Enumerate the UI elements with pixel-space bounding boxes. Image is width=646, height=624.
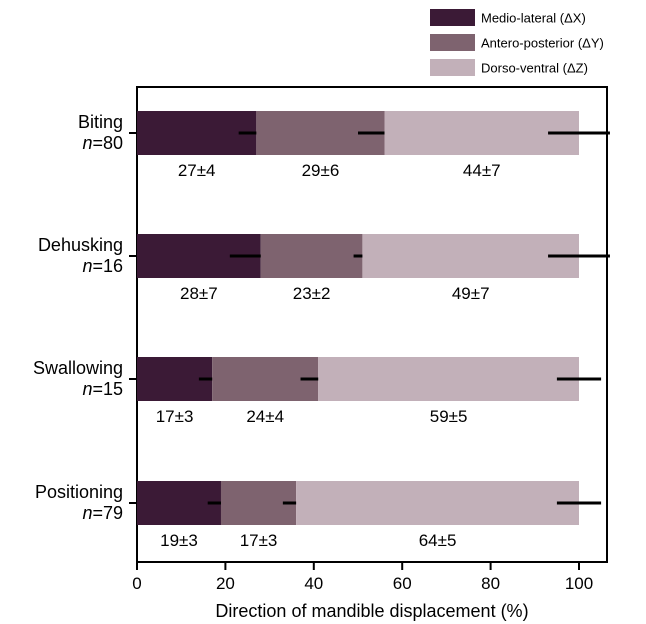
bar-dehusking-series-3 xyxy=(362,234,579,278)
value-label-dehusking-series-2: 23±2 xyxy=(293,284,331,303)
bar-dehusking-series-2 xyxy=(260,234,363,278)
legend: Medio-lateral (ΔX) Antero-posterior (ΔY) D… xyxy=(430,9,604,76)
sample-size-label-biting: n=80 xyxy=(82,133,123,153)
value-label-swallowing-series-3: 59±5 xyxy=(430,407,468,426)
value-label-positioning-series-2: 17±3 xyxy=(240,531,278,550)
category-label-swallowing: Swallowing xyxy=(33,358,123,378)
value-label-positioning-series-1: 19±3 xyxy=(160,531,198,550)
value-label-biting-series-3: 44±7 xyxy=(463,161,501,180)
bar-positioning-series-3 xyxy=(296,481,579,525)
value-label-dehusking-series-1: 28±7 xyxy=(180,284,218,303)
category-label-dehusking: Dehusking xyxy=(38,235,123,255)
sample-size-label-positioning: n=79 xyxy=(82,503,123,523)
sample-size-label-swallowing: n=15 xyxy=(82,379,123,399)
value-label-biting-series-2: 29±6 xyxy=(302,161,340,180)
legend-label-2: Antero-posterior (ΔY) xyxy=(481,36,604,51)
bar-positioning-series-1 xyxy=(137,481,221,525)
x-tick-label-60: 60 xyxy=(393,574,412,593)
legend-swatch-1 xyxy=(430,9,475,26)
legend-swatch-2 xyxy=(430,34,475,51)
bar-swallowing-series-3 xyxy=(318,357,579,401)
legend-label-3: Dorso-ventral (ΔZ) xyxy=(481,61,588,76)
value-label-biting-series-1: 27±4 xyxy=(178,161,216,180)
x-tick-label-0: 0 xyxy=(132,574,141,593)
x-tick-label-80: 80 xyxy=(481,574,500,593)
value-label-swallowing-series-2: 24±4 xyxy=(246,407,284,426)
legend-swatch-3 xyxy=(430,59,475,76)
x-axis: 0 20 40 60 80 100 xyxy=(132,562,593,593)
bar-biting-series-3 xyxy=(384,111,579,155)
sample-size-label-dehusking: n=16 xyxy=(82,256,123,276)
x-axis-label: Direction of mandible displacement (%) xyxy=(215,601,528,621)
category-label-biting: Biting xyxy=(78,112,123,132)
x-tick-label-40: 40 xyxy=(304,574,323,593)
bar-biting-series-1 xyxy=(137,111,257,155)
category-label-positioning: Positioning xyxy=(35,482,123,502)
legend-label-1: Medio-lateral (ΔX) xyxy=(481,11,586,26)
x-tick-label-20: 20 xyxy=(216,574,235,593)
value-label-swallowing-series-1: 17±3 xyxy=(156,407,194,426)
x-tick-label-100: 100 xyxy=(565,574,593,593)
value-label-dehusking-series-3: 49±7 xyxy=(452,284,490,303)
plot-frame xyxy=(136,86,608,563)
bars: 27±4 29±6 44±7 28±7 23±2 49±7 17±3 24±4 59±5 19±3… xyxy=(137,111,610,550)
value-label-positioning-series-3: 64±5 xyxy=(419,531,457,550)
